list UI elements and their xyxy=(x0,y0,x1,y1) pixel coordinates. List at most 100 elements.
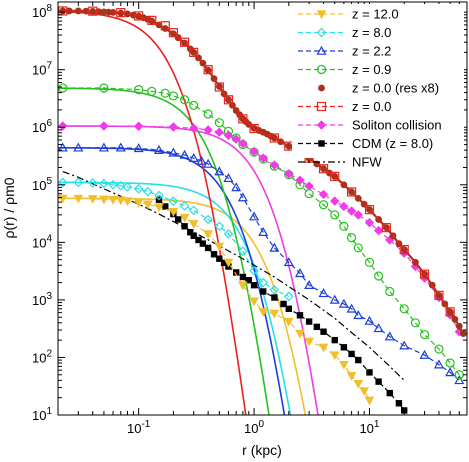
data-point xyxy=(238,138,248,149)
data-point xyxy=(223,229,234,239)
data-point xyxy=(203,125,213,135)
data-point xyxy=(304,279,315,290)
y-tick-label: 107 xyxy=(32,61,52,78)
data-point xyxy=(174,34,182,42)
data-point xyxy=(258,277,269,288)
x-tick-label: 100 xyxy=(244,419,264,436)
data-point xyxy=(87,195,98,204)
plot-frame xyxy=(57,1,468,416)
data-point xyxy=(168,28,179,38)
data-point xyxy=(214,166,225,176)
data-point xyxy=(82,7,90,15)
data-point xyxy=(260,288,267,295)
data-point xyxy=(359,387,370,397)
data-point xyxy=(73,177,84,188)
data-point xyxy=(179,95,190,105)
data-point xyxy=(454,375,465,385)
data-point xyxy=(154,203,164,213)
data-point xyxy=(339,360,349,370)
data-point xyxy=(115,196,126,206)
data-point xyxy=(304,181,314,191)
data-point xyxy=(58,177,68,188)
data-point xyxy=(214,82,224,92)
data-point xyxy=(285,305,293,313)
data-point xyxy=(179,201,190,211)
data-point xyxy=(395,400,403,407)
data-point xyxy=(364,315,375,325)
data-point xyxy=(364,205,375,215)
data-point xyxy=(214,221,225,232)
data-point xyxy=(188,205,199,216)
data-point xyxy=(435,291,443,299)
data-point xyxy=(316,64,327,75)
data-point xyxy=(318,200,329,210)
data-point xyxy=(295,175,305,185)
data-point xyxy=(199,240,207,247)
data-point xyxy=(179,213,190,223)
data-point xyxy=(373,225,384,236)
data-point xyxy=(318,189,329,200)
data-point xyxy=(116,8,126,18)
data-point xyxy=(196,155,207,165)
legend: z = 12.0 z = 8.0 z = 2.2 z = 0.9 z = 0.0 (re… xyxy=(292,4,464,170)
legend-label: NFW xyxy=(352,155,382,170)
series-line xyxy=(62,10,451,313)
data-point xyxy=(355,356,362,364)
data-point xyxy=(115,180,126,191)
data-point xyxy=(329,351,340,361)
data-point xyxy=(399,244,409,255)
x-axis-label: r (kpc) xyxy=(242,442,282,458)
data-point xyxy=(330,196,340,206)
data-point xyxy=(134,85,144,95)
data-point xyxy=(203,230,213,239)
data-point xyxy=(160,21,170,31)
data-point xyxy=(316,120,327,130)
data-point xyxy=(237,192,248,202)
data-point xyxy=(142,200,153,210)
series-group xyxy=(62,170,405,381)
data-point xyxy=(258,226,269,237)
legend-entry: z = 0.0 xyxy=(298,99,391,114)
data-point xyxy=(188,152,199,162)
data-point xyxy=(74,7,82,15)
data-point xyxy=(318,84,325,92)
y-tick-label: 105 xyxy=(32,176,52,193)
data-point xyxy=(294,268,306,278)
data-point xyxy=(87,178,98,188)
legend-label: z = 12.0 xyxy=(352,7,399,22)
data-point xyxy=(249,297,259,307)
data-point xyxy=(231,134,241,144)
data-point xyxy=(459,330,467,337)
data-point xyxy=(304,337,314,347)
legend-entry: CDM (z = 8.0) xyxy=(298,136,433,151)
data-point xyxy=(99,83,109,93)
legend-entry: z = 0.0 (res x8) xyxy=(318,81,439,96)
data-point xyxy=(65,7,73,15)
data-point xyxy=(455,322,463,330)
data-point xyxy=(269,284,280,295)
data-point xyxy=(269,160,280,170)
data-point xyxy=(168,122,179,132)
data-point xyxy=(331,336,338,344)
data-point xyxy=(210,251,218,258)
data-point xyxy=(58,142,68,152)
data-point xyxy=(348,350,355,358)
data-point xyxy=(271,294,278,301)
data-point xyxy=(346,303,357,313)
legend-label: z = 0.0 (res x8) xyxy=(352,81,439,96)
data-point xyxy=(381,223,391,233)
data-point xyxy=(238,281,248,291)
data-point xyxy=(58,6,68,16)
data-point xyxy=(168,208,179,217)
data-point xyxy=(189,123,199,133)
data-point xyxy=(269,242,280,252)
data-point xyxy=(451,315,459,323)
data-point xyxy=(446,308,454,316)
data-point xyxy=(133,143,144,153)
data-point xyxy=(58,194,68,204)
data-point xyxy=(223,258,234,268)
data-point xyxy=(170,30,177,38)
legend-entry: Soliton collision xyxy=(298,118,442,133)
data-point xyxy=(316,45,327,55)
data-point xyxy=(239,273,247,281)
